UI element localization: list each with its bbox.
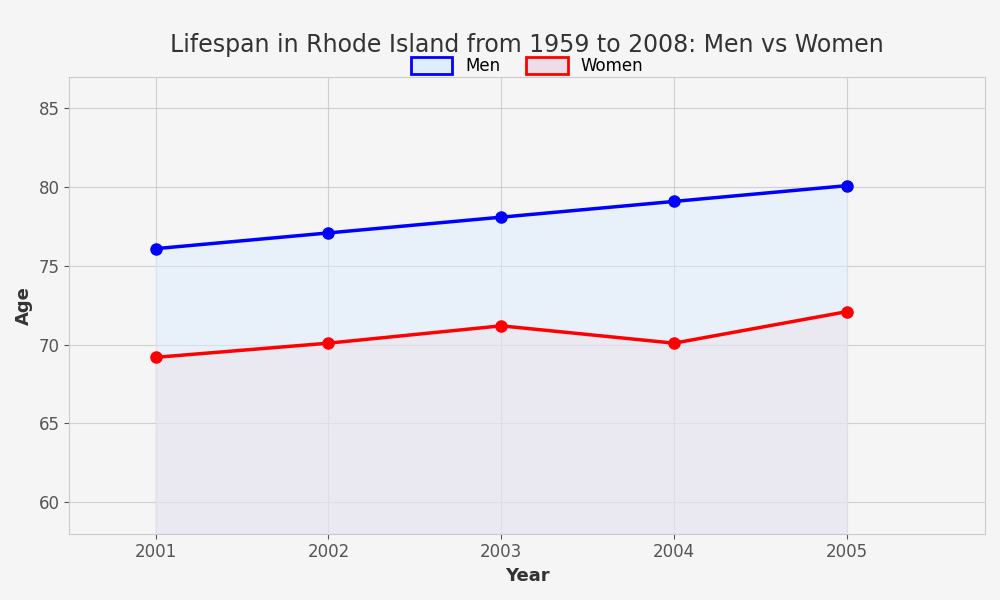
Legend: Men, Women: Men, Women: [402, 49, 652, 83]
Y-axis label: Age: Age: [15, 286, 33, 325]
X-axis label: Year: Year: [505, 567, 549, 585]
Title: Lifespan in Rhode Island from 1959 to 2008: Men vs Women: Lifespan in Rhode Island from 1959 to 20…: [170, 33, 884, 57]
